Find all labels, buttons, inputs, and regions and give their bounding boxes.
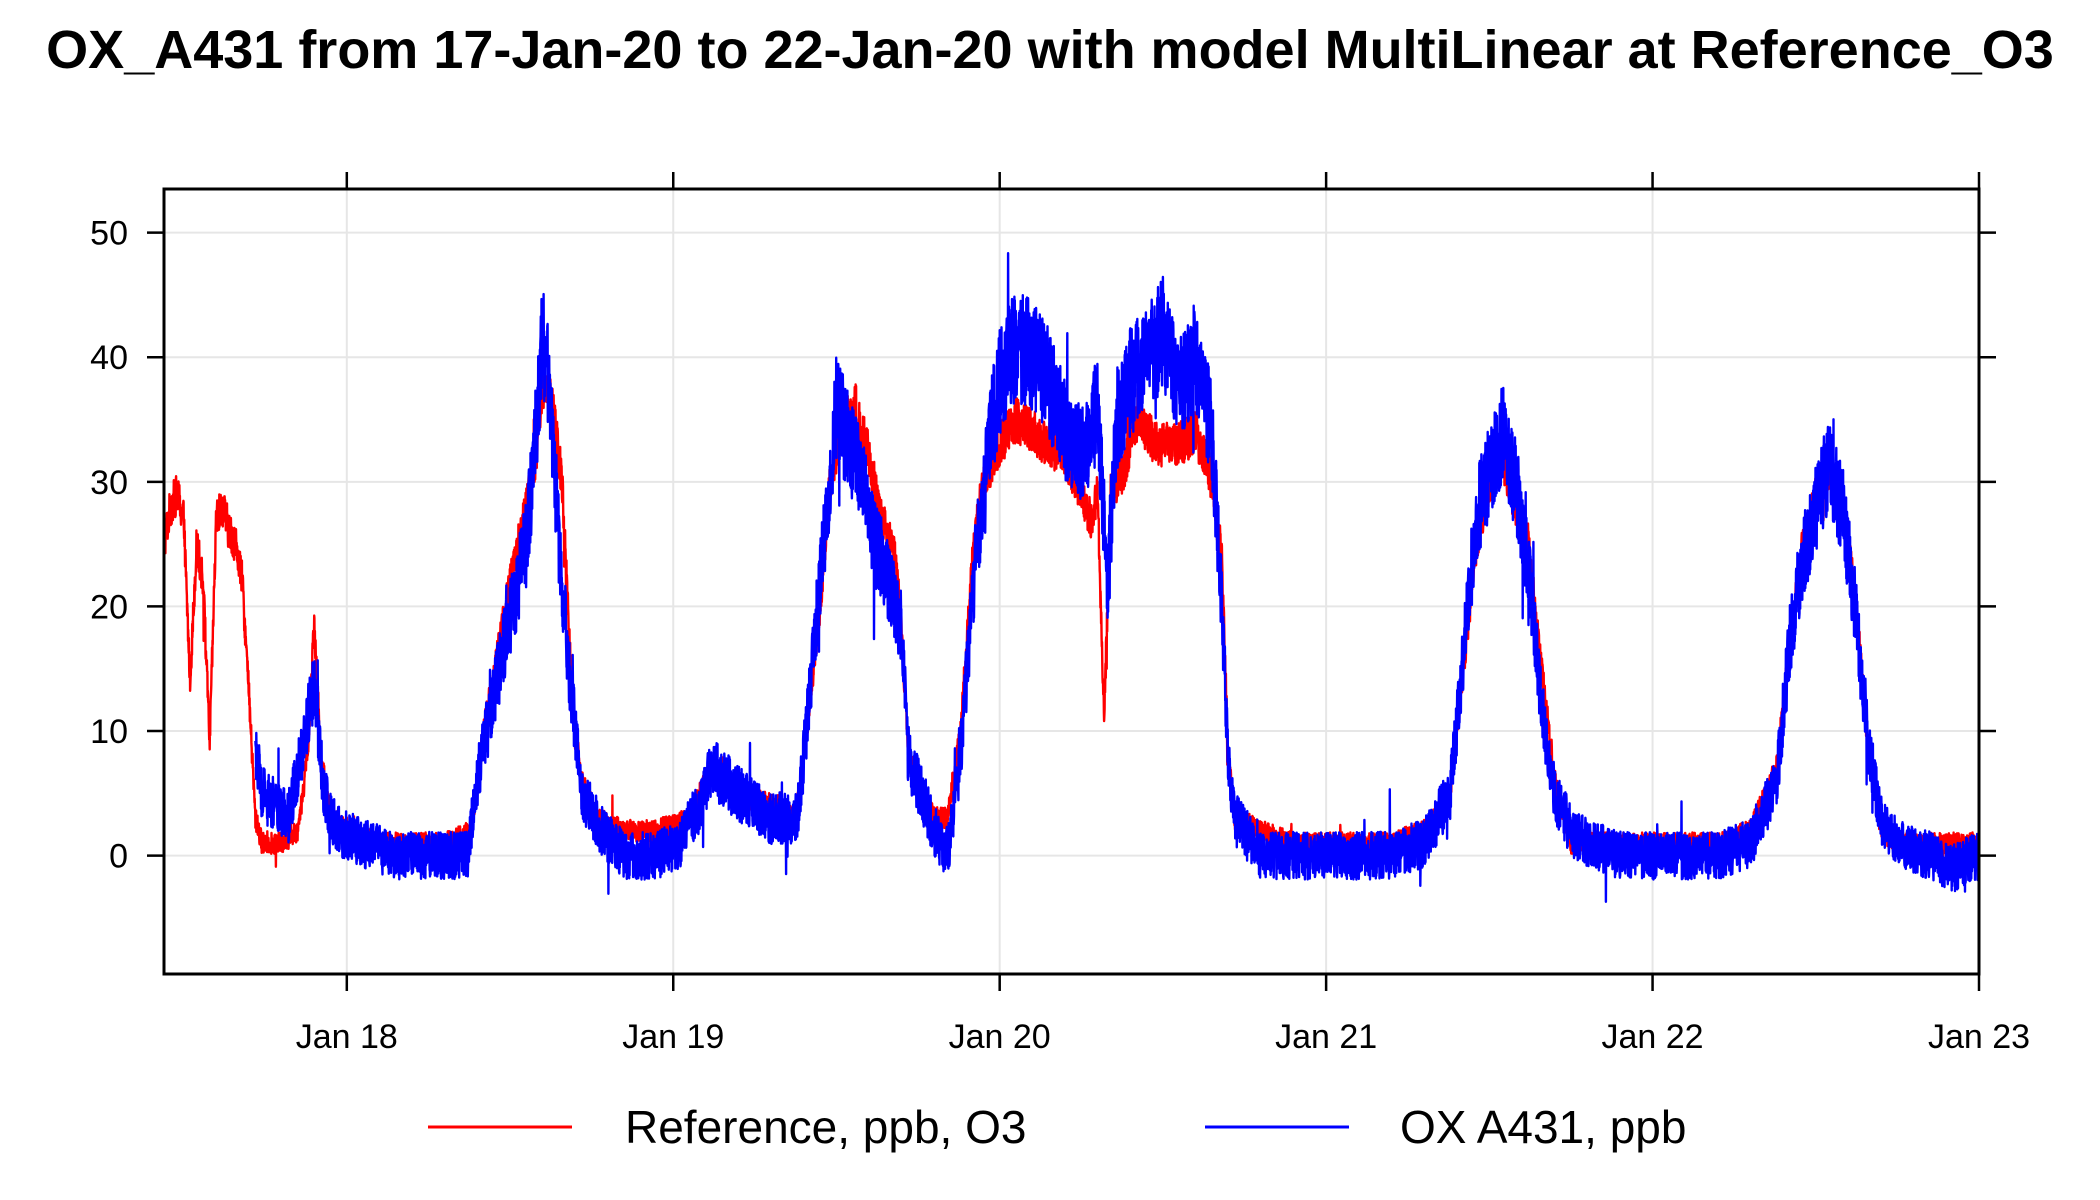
- y-tick-label: 10: [90, 713, 128, 751]
- y-tick-label: 0: [109, 838, 128, 876]
- axis-ticks: Jan 18 Jan 19 Jan 20 Jan 21 Jan 22 Jan 23 0 10 2…: [90, 172, 2030, 1056]
- x-tick-label: Jan 23: [1928, 1018, 2030, 1056]
- series-layer: [162, 252, 1981, 903]
- y-tick-label: 50: [90, 215, 128, 253]
- y-tick-label: 30: [90, 464, 128, 502]
- legend-label-ox-a431: OX A431, ppb: [1400, 1101, 1686, 1153]
- x-tick-label: Jan 20: [949, 1018, 1051, 1056]
- x-tick-label: Jan 21: [1275, 1018, 1377, 1056]
- legend-label-reference: Reference, ppb, O3: [625, 1101, 1026, 1153]
- x-tick-label: Jan 19: [622, 1018, 724, 1056]
- chart-title: OX_A431 from 17-Jan-20 to 22-Jan-20 with…: [46, 20, 2054, 80]
- x-tick-label: Jan 22: [1602, 1018, 1704, 1056]
- series-line-ox-a431: [254, 252, 1981, 903]
- x-tick-label: Jan 18: [296, 1018, 398, 1056]
- y-tick-label: 20: [90, 588, 128, 626]
- legend: Reference, ppb, O3 OX A431, ppb: [428, 1101, 1686, 1153]
- plot-frame: [162, 187, 1981, 976]
- y-tick-label: 40: [90, 339, 128, 377]
